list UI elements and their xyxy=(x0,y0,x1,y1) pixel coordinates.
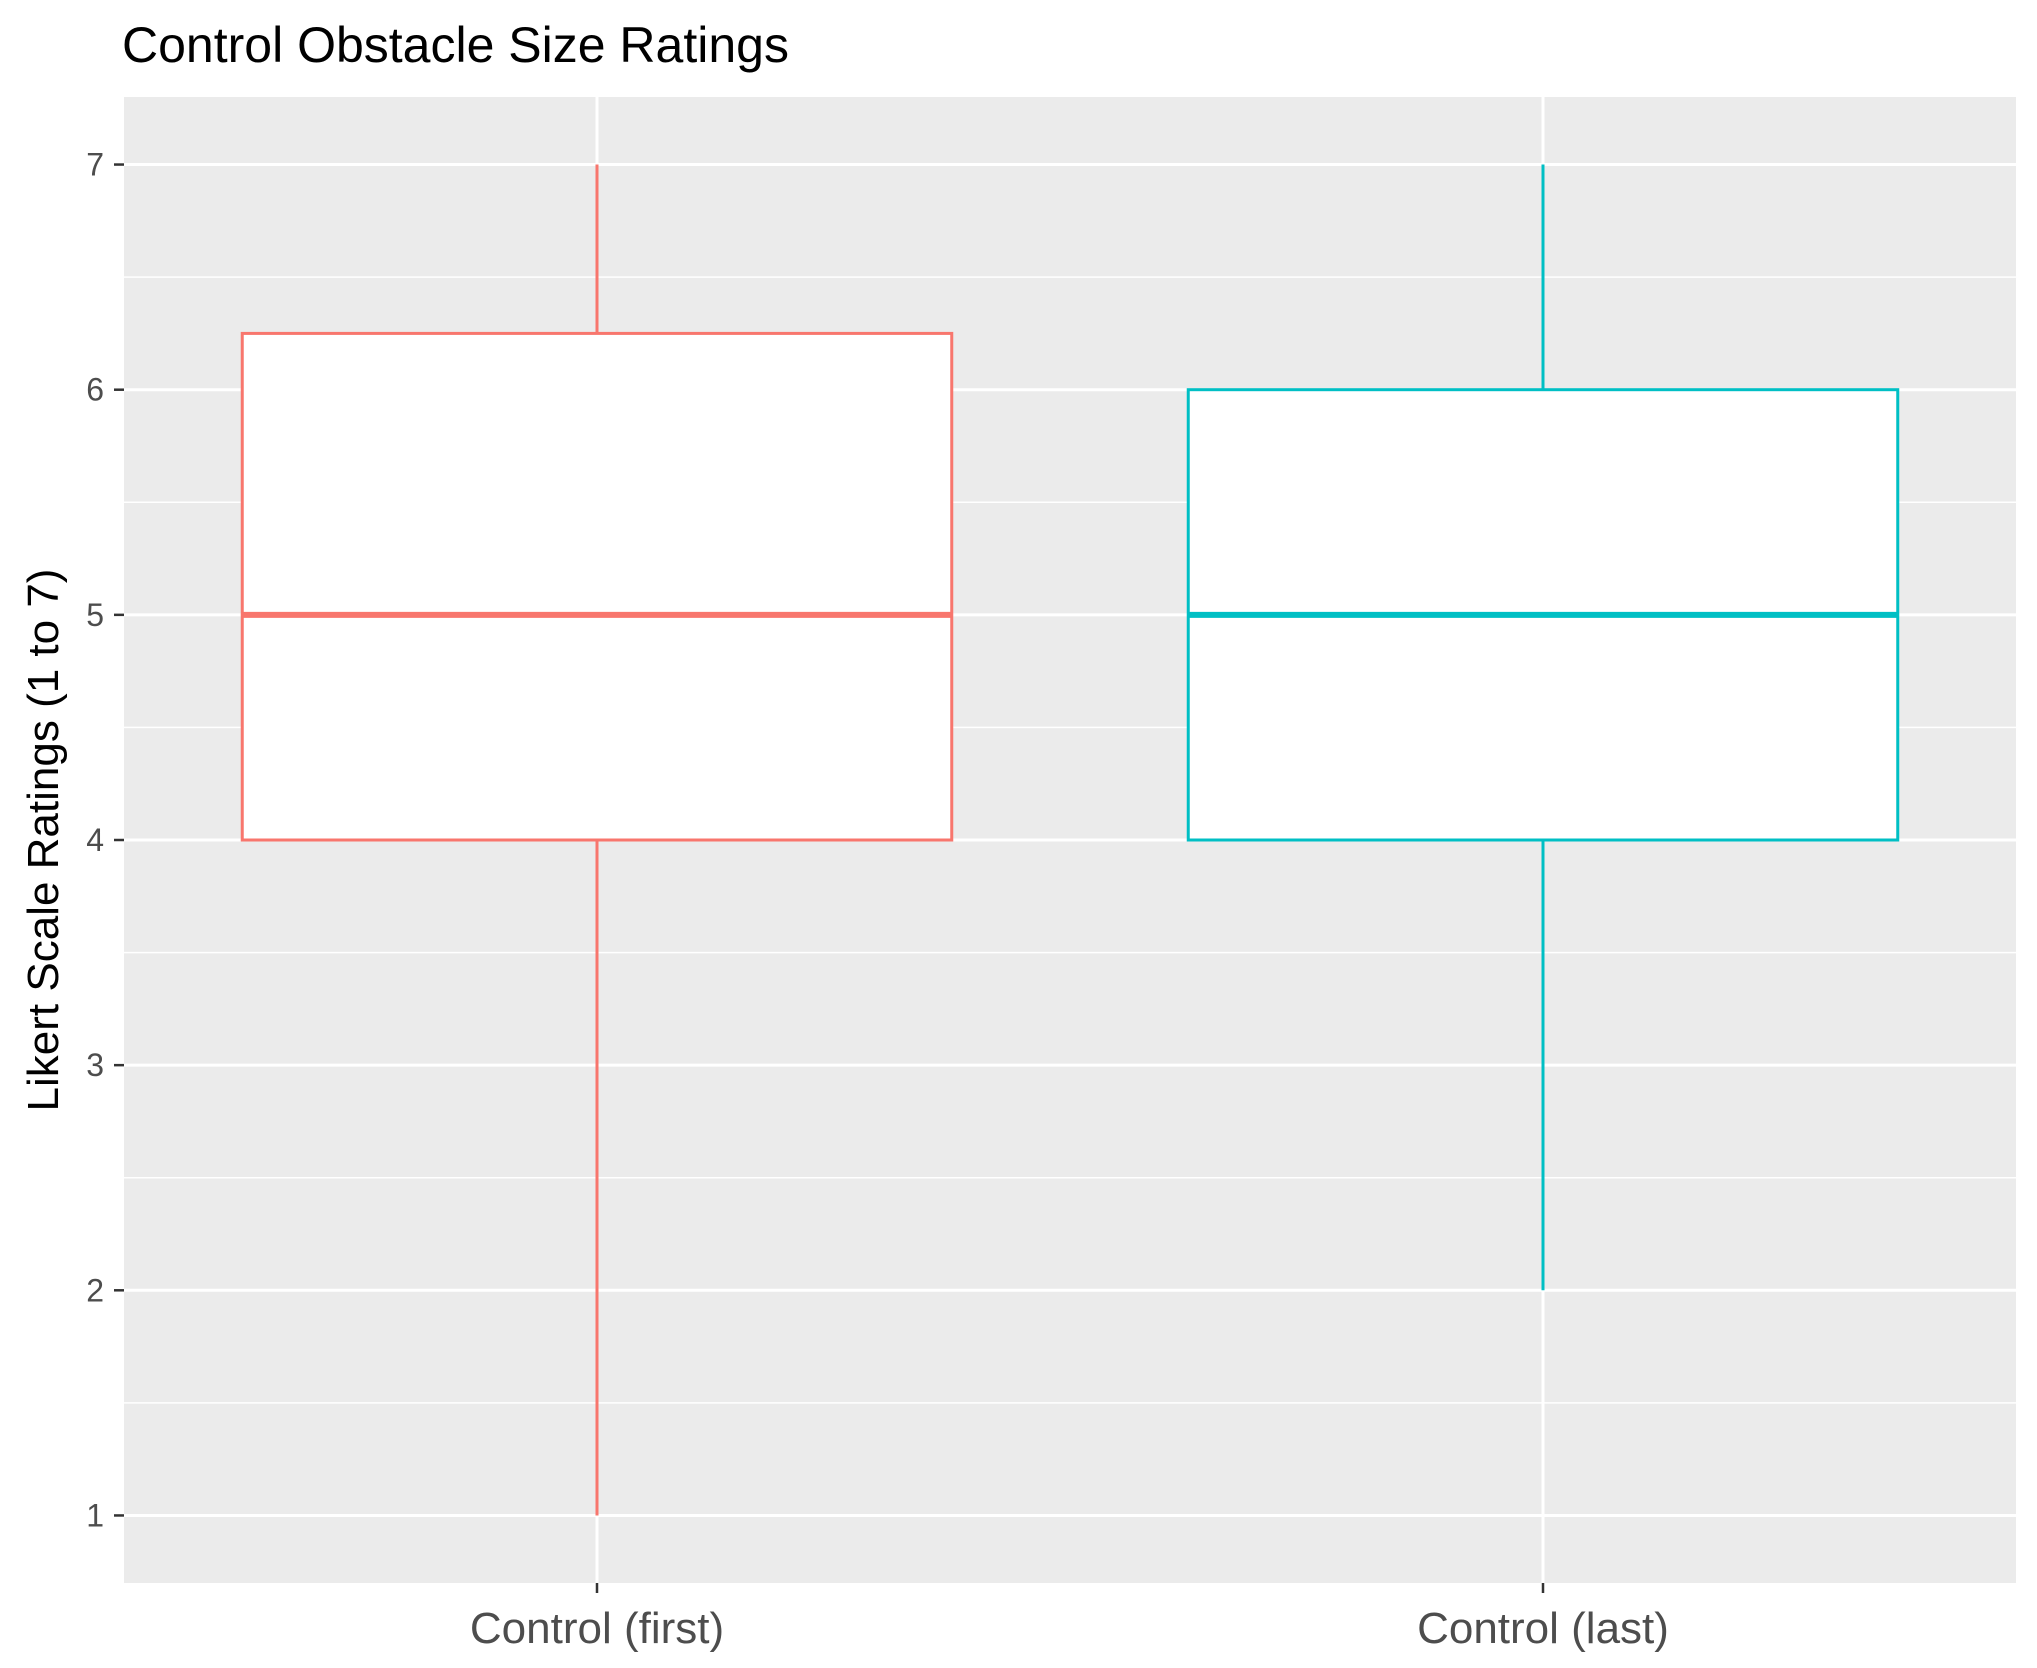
box-series xyxy=(240,164,1900,1516)
y-tick-label: 6 xyxy=(86,372,104,408)
y-tick-label: 2 xyxy=(86,1272,104,1308)
y-tick-label: 5 xyxy=(86,597,104,633)
y-tick-label: 7 xyxy=(86,147,104,183)
y-tick-label: 3 xyxy=(86,1047,104,1083)
x-tick-label: Control (first) xyxy=(470,1604,724,1653)
y-tick-label: 4 xyxy=(86,822,104,858)
x-axis: Control (first) Control (last) xyxy=(470,1583,1669,1653)
box-2 xyxy=(1186,164,1900,1291)
chart-title: Control Obstacle Size Ratings xyxy=(122,17,789,73)
y-axis-title: Likert Scale Ratings (1 to 7) xyxy=(19,569,68,1112)
y-axis: 1 2 3 4 5 6 7 xyxy=(86,147,124,1533)
box-1 xyxy=(240,164,954,1516)
y-tick-label: 1 xyxy=(86,1497,104,1533)
x-tick-label: Control (last) xyxy=(1417,1604,1669,1653)
box-iqr xyxy=(240,331,954,842)
